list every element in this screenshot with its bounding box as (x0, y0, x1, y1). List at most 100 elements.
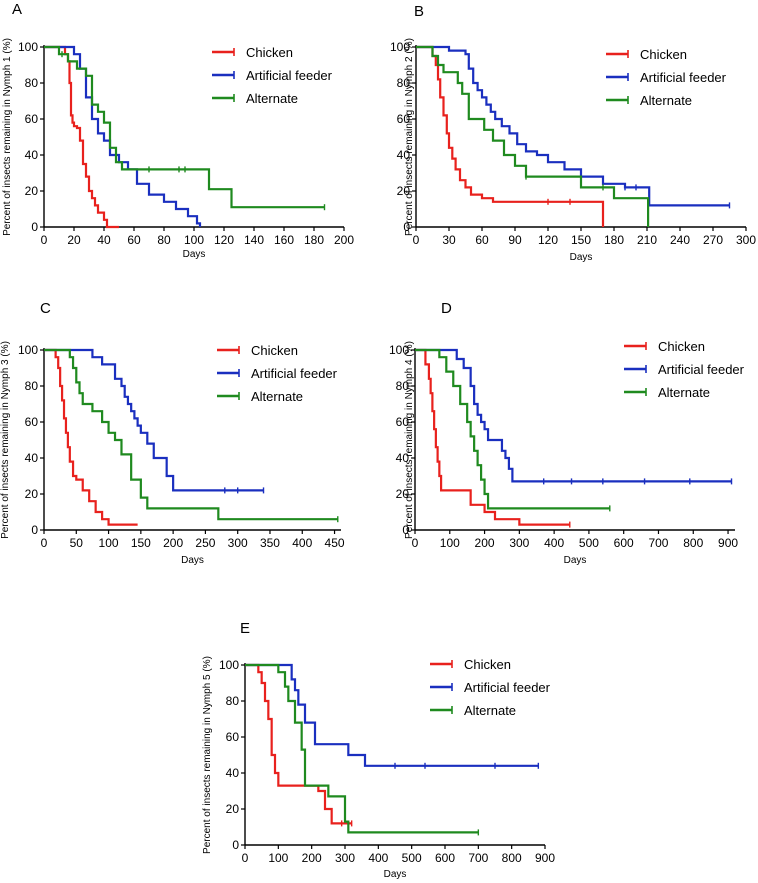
legend-label: Chicken (658, 339, 705, 354)
y-tick-label: 80 (25, 379, 39, 393)
series-line-artificial-feeder (245, 663, 539, 767)
x-tick-label: 50 (70, 536, 84, 550)
series-line-alternate (415, 348, 610, 510)
x-tick-label: 200 (302, 851, 322, 865)
panel-letter: B (414, 3, 424, 20)
panel-a: A 0 20 40 60 80 100 120 140 160 180 200 0 20 40 60 80 100… (2, 1, 354, 260)
series-line-chicken (415, 348, 570, 526)
series-line-artificial-feeder (416, 45, 730, 207)
legend-label: Alternate (658, 385, 710, 400)
legend-label: Chicken (464, 657, 511, 672)
y-axis-title: Percent of insects remaining in Nymph 4 … (404, 341, 415, 539)
series-line-artificial-feeder (415, 348, 732, 483)
x-tick-label: 120 (538, 233, 558, 247)
x-tick-label: 240 (670, 233, 690, 247)
x-tick-label: 90 (508, 233, 522, 247)
legend-label: Artificial feeder (658, 362, 745, 377)
x-tick-label: 30 (442, 233, 456, 247)
series-line-alternate (416, 45, 650, 227)
x-axis-title: Days (183, 249, 206, 260)
legend-label: Chicken (251, 343, 298, 358)
y-axis-title: Percent of insects remaining in Nymph 3 … (0, 341, 11, 539)
y-axis-title: Percent of insects remaining in Nymph 2 … (404, 38, 415, 236)
series-line-alternate (44, 45, 325, 209)
x-tick-label: 0 (41, 536, 48, 550)
x-tick-label: 100 (99, 536, 119, 550)
x-tick-label: 700 (648, 536, 668, 550)
x-tick-label: 300 (335, 851, 355, 865)
x-tick-label: 500 (579, 536, 599, 550)
series-line-chicken (245, 663, 352, 825)
x-tick-label: 60 (475, 233, 489, 247)
x-tick-label: 800 (683, 536, 703, 550)
x-tick-label: 210 (637, 233, 657, 247)
legend-label: Alternate (246, 91, 298, 106)
x-tick-label: 100 (440, 536, 460, 550)
y-tick-label: 40 (25, 148, 39, 162)
y-tick-label: 80 (397, 76, 411, 90)
x-tick-label: 100 (268, 851, 288, 865)
panel-letter: A (12, 1, 22, 18)
series-line-artificial-feeder (44, 348, 264, 492)
x-tick-label: 180 (604, 233, 624, 247)
legend-label: Alternate (464, 703, 516, 718)
x-tick-label: 120 (214, 233, 234, 247)
y-tick-label: 0 (403, 220, 410, 234)
series-line-chicken (44, 348, 138, 526)
x-tick-label: 200 (334, 233, 354, 247)
legend-label: Chicken (246, 45, 293, 60)
y-tick-label: 80 (396, 379, 410, 393)
y-tick-label: 80 (226, 694, 240, 708)
x-tick-label: 140 (244, 233, 264, 247)
legend-label: Artificial feeder (246, 68, 333, 83)
legend-label: Alternate (251, 389, 303, 404)
panel-b: B 0 30 60 90 120 150 180 210 240 270 300 0 20 40 60 80 10… (390, 3, 756, 263)
y-tick-label: 40 (25, 451, 39, 465)
panel-d: D 0 100 200 300 400 500 600 700 800 900 0 20 40 60 80 10… (389, 300, 745, 566)
y-tick-label: 100 (389, 343, 409, 357)
y-tick-label: 100 (18, 343, 38, 357)
y-tick-label: 60 (226, 730, 240, 744)
y-tick-label: 20 (396, 487, 410, 501)
x-tick-label: 150 (131, 536, 151, 550)
y-tick-label: 60 (25, 415, 39, 429)
x-tick-label: 40 (97, 233, 111, 247)
x-tick-label: 200 (475, 536, 495, 550)
x-axis-title: Days (570, 252, 593, 263)
y-axis-title: Percent of insects remaining in Nymph 1 … (2, 38, 13, 236)
series-line-chicken (416, 45, 605, 227)
x-tick-label: 450 (325, 536, 345, 550)
x-tick-label: 900 (718, 536, 738, 550)
series-line-artificial-feeder (44, 45, 202, 227)
x-tick-label: 900 (535, 851, 555, 865)
y-tick-label: 0 (402, 523, 409, 537)
x-tick-label: 400 (544, 536, 564, 550)
x-tick-label: 150 (571, 233, 591, 247)
y-tick-label: 20 (25, 487, 39, 501)
panel-e: E 0 100 200 300 400 500 600 700 800 900 0 20 40 60 80 10… (202, 620, 555, 880)
legend-label: Alternate (640, 93, 692, 108)
x-tick-label: 160 (274, 233, 294, 247)
x-tick-label: 350 (260, 536, 280, 550)
panel-letter: C (40, 300, 51, 317)
y-tick-label: 100 (18, 40, 38, 54)
y-tick-label: 0 (31, 523, 38, 537)
x-tick-label: 270 (703, 233, 723, 247)
y-tick-label: 40 (226, 766, 240, 780)
x-tick-label: 200 (163, 536, 183, 550)
y-tick-label: 100 (219, 658, 239, 672)
panel-letter: E (240, 620, 250, 637)
x-tick-label: 250 (195, 536, 215, 550)
x-tick-label: 0 (41, 233, 48, 247)
legend-label: Artificial feeder (251, 366, 338, 381)
y-tick-label: 60 (397, 112, 411, 126)
y-tick-label: 20 (226, 802, 240, 816)
series-line-alternate (245, 663, 479, 834)
x-tick-label: 100 (184, 233, 204, 247)
legend-label: Chicken (640, 47, 687, 62)
x-tick-label: 700 (468, 851, 488, 865)
y-tick-label: 20 (397, 184, 411, 198)
x-tick-label: 400 (368, 851, 388, 865)
x-tick-label: 600 (435, 851, 455, 865)
y-tick-label: 40 (397, 148, 411, 162)
